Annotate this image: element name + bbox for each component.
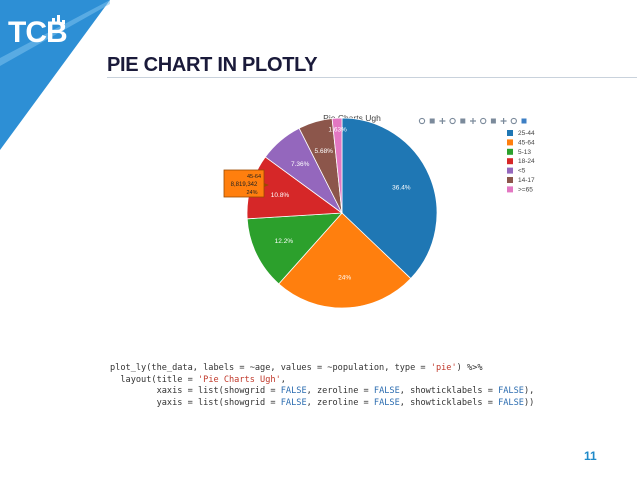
legend-swatch-4[interactable] bbox=[507, 167, 513, 174]
modebar[interactable] bbox=[418, 117, 527, 125]
pie-slice-label-5: 5.68% bbox=[315, 148, 334, 155]
pie-slice-label-2: 12.2% bbox=[275, 238, 294, 245]
page-number: 11 bbox=[584, 449, 597, 463]
legend-swatch-5[interactable] bbox=[507, 177, 513, 183]
legend-swatch-1[interactable] bbox=[507, 139, 513, 146]
pie-slice-0[interactable] bbox=[341, 117, 438, 280]
legend-swatch-0[interactable] bbox=[507, 130, 513, 136]
autoscale-icon[interactable] bbox=[470, 118, 476, 124]
legend-label-4[interactable]: <5 bbox=[518, 168, 526, 175]
legend-label-2[interactable]: 5-13 bbox=[518, 149, 531, 156]
plotly-chart[interactable]: Pie Charts Ugh 36.4% 24% 12.2% 10.8% 7.36% 5.… bbox=[222, 107, 582, 322]
legend-label-1[interactable]: 45-64 bbox=[518, 139, 535, 146]
slide-title: PIE CHART IN PLOTLY bbox=[107, 54, 318, 76]
hover-compare-icon[interactable] bbox=[510, 117, 517, 125]
zoom-icon[interactable] bbox=[429, 118, 435, 124]
legend-swatch-6[interactable] bbox=[507, 186, 513, 193]
tooltip-percent: 24% bbox=[246, 190, 257, 196]
pie-slice-label-3: 10.8% bbox=[271, 192, 290, 199]
tooltip-value: 8,819,342 bbox=[231, 182, 258, 188]
pie-slice-1[interactable] bbox=[278, 212, 412, 309]
pie-slice-label-6: 1.63% bbox=[328, 127, 347, 134]
legend-label-0[interactable]: 25-44 bbox=[518, 130, 535, 137]
tooltip-box bbox=[223, 169, 265, 198]
chart-title: Pie Charts Ugh bbox=[323, 113, 381, 123]
pie-slice-2[interactable] bbox=[246, 212, 343, 285]
tooltip-label: 45-64 bbox=[247, 174, 261, 180]
plotly-logo-icon[interactable] bbox=[521, 118, 527, 124]
camera-icon[interactable] bbox=[418, 117, 426, 125]
legend-label-3[interactable]: 18-24 bbox=[518, 158, 535, 165]
pie-slices[interactable] bbox=[246, 117, 438, 309]
pan-icon[interactable] bbox=[439, 118, 446, 124]
zoom-in-icon[interactable] bbox=[449, 117, 456, 125]
title-divider bbox=[107, 77, 637, 78]
legend-label-5[interactable]: 14-17 bbox=[518, 177, 535, 184]
pie-slice-label-1: 24% bbox=[338, 275, 351, 282]
legend[interactable]: 25-44 45-64 5-13 18-24 <5 14-17 >=65 bbox=[507, 130, 535, 193]
reset-icon[interactable] bbox=[480, 117, 487, 125]
hover-closest-icon[interactable] bbox=[500, 118, 507, 124]
hover-tooltip: 45-64 8,819,342 24% bbox=[223, 169, 269, 198]
r-code-block: plot_ly(the_data, labels = ~age, values … bbox=[110, 363, 535, 408]
spike-icon[interactable] bbox=[490, 118, 496, 124]
corner-decoration bbox=[0, 0, 110, 150]
legend-swatch-2[interactable] bbox=[507, 148, 513, 155]
pie-slice-label-0: 36.4% bbox=[392, 185, 411, 192]
legend-label-6[interactable]: >=65 bbox=[518, 186, 533, 193]
pie-slice-labels: 36.4% 24% 12.2% 10.8% 7.36% 5.68% 1.63% bbox=[271, 127, 411, 282]
pie-slice-label-4: 7.36% bbox=[291, 161, 310, 168]
logo: TCB bbox=[6, 14, 74, 53]
legend-swatch-3[interactable] bbox=[507, 158, 513, 165]
zoom-out-icon[interactable] bbox=[460, 118, 466, 124]
pie-slice-6[interactable] bbox=[331, 117, 343, 214]
